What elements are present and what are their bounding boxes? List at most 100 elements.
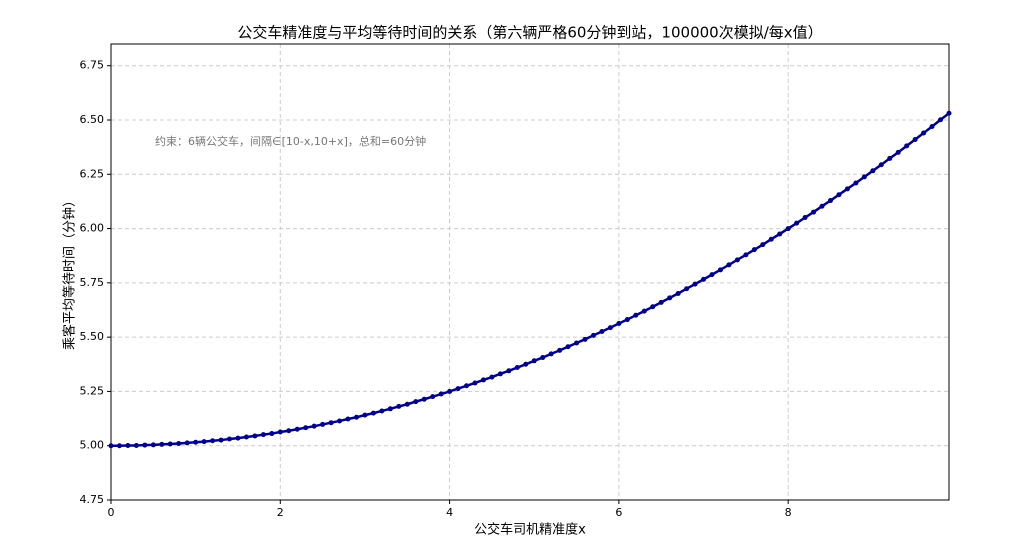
point xyxy=(717,267,723,273)
point xyxy=(176,441,182,447)
point xyxy=(946,110,952,116)
y-tick-label: 4.75 xyxy=(80,493,105,506)
point xyxy=(819,203,825,209)
point xyxy=(387,406,393,412)
point xyxy=(455,386,461,392)
point xyxy=(607,325,613,331)
point xyxy=(320,421,326,427)
x-tick-label: 2 xyxy=(277,506,284,519)
point xyxy=(497,371,503,377)
point xyxy=(692,281,698,287)
point xyxy=(616,320,622,326)
y-tick-label: 5.50 xyxy=(80,330,105,343)
point xyxy=(658,299,664,305)
point xyxy=(243,434,249,440)
point xyxy=(235,435,241,441)
y-tick-label: 5.25 xyxy=(80,384,105,397)
point xyxy=(650,304,656,310)
point xyxy=(260,432,266,438)
point xyxy=(337,418,343,424)
point xyxy=(887,155,893,161)
point xyxy=(303,425,309,431)
point xyxy=(878,162,884,168)
point xyxy=(921,130,927,136)
point xyxy=(624,317,630,323)
point xyxy=(574,340,580,346)
point xyxy=(311,423,317,429)
point xyxy=(277,429,283,435)
point xyxy=(514,365,520,371)
point xyxy=(252,433,258,439)
point xyxy=(362,412,368,418)
point xyxy=(159,441,165,447)
point xyxy=(684,286,690,292)
point xyxy=(811,209,817,215)
point xyxy=(548,351,554,357)
point xyxy=(633,312,639,318)
point xyxy=(353,414,359,420)
point xyxy=(827,198,833,204)
point xyxy=(286,428,292,434)
point xyxy=(938,117,944,123)
point xyxy=(108,443,114,449)
point xyxy=(667,295,673,301)
point xyxy=(430,394,436,400)
point xyxy=(201,439,207,445)
point xyxy=(929,124,935,130)
point xyxy=(438,391,444,397)
y-tick-label: 5.75 xyxy=(80,276,105,289)
point xyxy=(480,377,486,383)
point xyxy=(133,442,139,448)
y-tick-label: 6.50 xyxy=(80,113,105,126)
point xyxy=(760,242,766,248)
point xyxy=(701,276,707,282)
point xyxy=(836,192,842,198)
point xyxy=(844,186,850,192)
x-tick-label: 4 xyxy=(446,506,453,519)
y-tick-label: 6.00 xyxy=(80,222,105,235)
point xyxy=(794,220,800,226)
point xyxy=(599,328,605,334)
x-tick-label: 6 xyxy=(615,506,622,519)
point xyxy=(396,403,402,409)
point xyxy=(785,226,791,232)
x-tick-label: 0 xyxy=(108,506,115,519)
point xyxy=(413,399,419,405)
chart-title: 公交车精准度与平均等待时间的关系（第六辆严格60分钟到站，100000次模拟/每… xyxy=(237,24,822,42)
point xyxy=(345,416,351,422)
point xyxy=(210,438,216,444)
point xyxy=(489,374,495,380)
point xyxy=(193,439,199,445)
point xyxy=(777,231,783,237)
point xyxy=(184,440,190,446)
point xyxy=(709,272,715,278)
point xyxy=(641,308,647,314)
point xyxy=(895,149,901,155)
point xyxy=(472,380,478,386)
point xyxy=(142,442,148,448)
point xyxy=(464,383,470,389)
point xyxy=(404,401,410,407)
point xyxy=(540,355,546,361)
x-axis-label: 公交车司机精准度x xyxy=(474,522,586,538)
point xyxy=(294,426,300,432)
point xyxy=(751,247,757,253)
point xyxy=(523,361,529,367)
point xyxy=(675,290,681,296)
point xyxy=(150,442,156,448)
point xyxy=(167,441,173,447)
point xyxy=(582,336,588,342)
point xyxy=(904,143,910,149)
point xyxy=(227,436,233,442)
point xyxy=(421,396,427,402)
plot-frame xyxy=(110,43,950,501)
point xyxy=(269,431,275,437)
x-tick-label: 8 xyxy=(785,506,792,519)
point xyxy=(125,442,131,448)
point xyxy=(370,410,376,416)
point xyxy=(565,344,571,350)
point xyxy=(870,168,876,174)
point xyxy=(853,180,859,186)
